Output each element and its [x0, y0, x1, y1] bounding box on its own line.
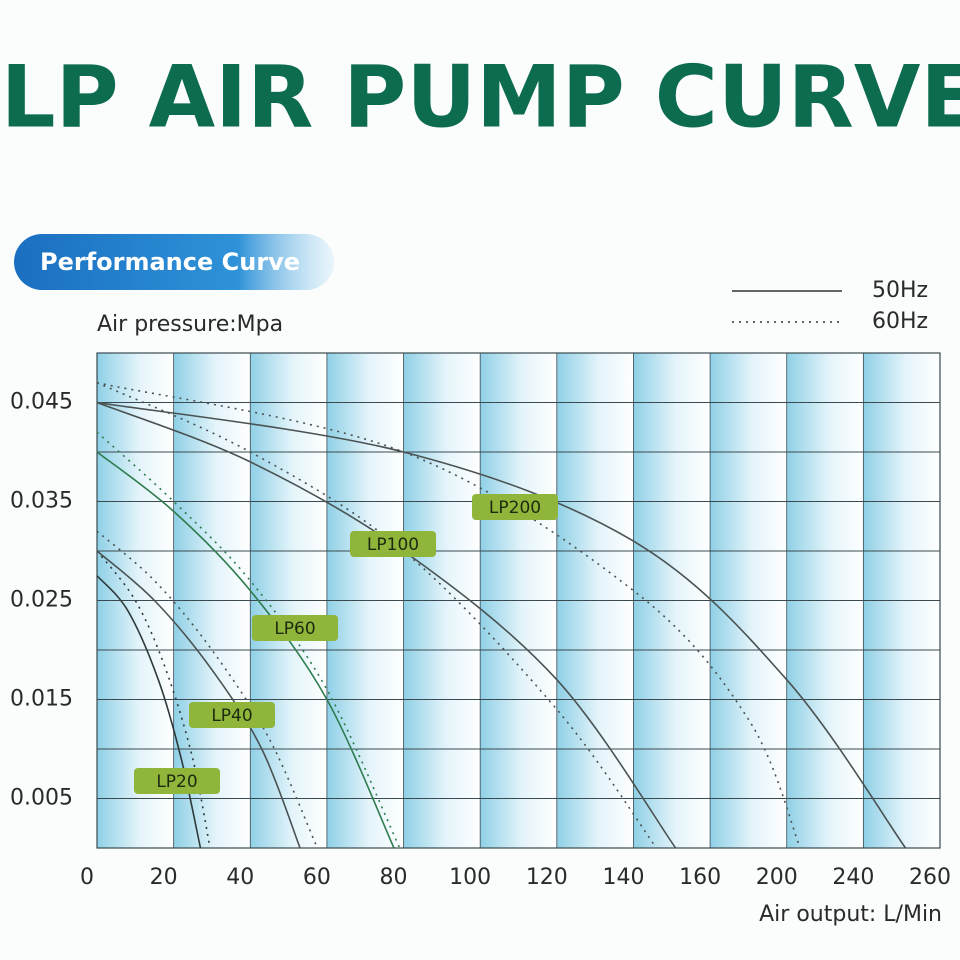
- model-label: LP20: [156, 772, 197, 792]
- x-tick-label: 20: [150, 865, 178, 890]
- y-tick-label: 0.025: [10, 588, 73, 613]
- x-tick-label: 60: [303, 865, 331, 890]
- x-tick-label: 200: [756, 865, 798, 890]
- y-tick-label: 0.015: [10, 687, 73, 712]
- subtitle-badge: [14, 234, 334, 290]
- curve: [96, 550, 301, 849]
- x-tick-label: 40: [226, 865, 254, 890]
- model-label: LP200: [489, 498, 541, 518]
- y-tick-label: 0.045: [10, 390, 73, 415]
- model-badge: [252, 615, 338, 641]
- x-tick-label: 100: [449, 865, 491, 890]
- model-badge: [134, 768, 220, 794]
- x-tick-label: 80: [380, 865, 408, 890]
- x-tick-label: 240: [832, 865, 874, 890]
- x-tick-label: 120: [526, 865, 568, 890]
- x-tick-label: 0: [80, 865, 94, 890]
- x-tick-label: 140: [602, 865, 644, 890]
- curve: [96, 381, 801, 849]
- model-label: LP60: [274, 619, 315, 639]
- x-axis-label: Air output: L/Min: [759, 902, 942, 927]
- model-badge: [350, 531, 436, 557]
- legend-label: 50Hz: [872, 278, 928, 303]
- subtitle: Performance Curve: [40, 248, 300, 276]
- model-badge: [189, 702, 275, 728]
- curve: [96, 401, 907, 849]
- curve: [96, 451, 395, 849]
- plot-area: 0 20 40 60 80 100 120 140 160 200 240 260 0.005 0.015…: [10, 278, 951, 890]
- model-label: LP40: [211, 706, 252, 726]
- x-tick-label: 160: [679, 865, 721, 890]
- model-badge: [472, 494, 558, 520]
- y-tick-label: 0.005: [10, 786, 73, 811]
- y-tick-label: 0.035: [10, 489, 73, 514]
- x-tick-label: 260: [909, 865, 951, 890]
- y-axis-label: Air pressure:Mpa: [97, 312, 283, 337]
- legend-label: 60Hz: [872, 309, 928, 334]
- chart-title: LP AIR PUMP CURVE: [1, 47, 960, 147]
- model-label: LP100: [367, 535, 419, 555]
